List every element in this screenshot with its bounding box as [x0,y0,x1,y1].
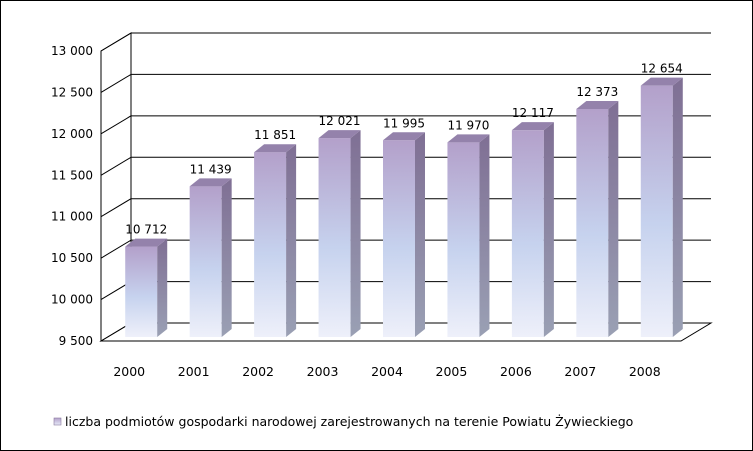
legend-label: liczba podmiotów gospodarki narodowej za… [65,414,633,429]
data-label: 11 995 [383,116,425,130]
bar: 12 373 [576,85,619,337]
x-tick-label: 2004 [371,364,403,379]
bar-side [415,132,425,337]
gridline-diagonal [100,156,132,176]
y-axis-ticks: 9 500 10 000 10 500 11 000 11 500 12 000 12 50… [51,44,93,348]
data-label: 10 712 [125,223,167,237]
bar: 12 021 [318,114,361,337]
bar-side [157,238,168,337]
y-tick-label: 12 000 [51,127,93,141]
bar-side [479,134,490,337]
bar: 12 654 [640,62,683,337]
y-tick-label: 9 500 [59,334,93,348]
bar-front [189,186,222,337]
x-axis-ticks: 2000 2001 2002 2003 2004 2005 2006 2007 2008 [113,364,660,379]
y-tick-label: 11 000 [51,210,93,224]
bar-side [543,122,554,337]
gridline-diagonal [100,115,132,135]
bar-top [383,132,425,141]
bar-front [511,130,544,337]
bar-side [672,77,683,337]
bar: 11 970 [447,118,490,337]
bar-top [125,238,168,247]
data-label: 11 851 [254,128,296,142]
legend: liczba podmiotów gospodarki narodowej za… [53,414,633,429]
y-tick-label: 13 000 [51,44,93,58]
data-label: 11 970 [447,118,489,132]
x-tick-label: 2007 [564,364,596,379]
gridline-diagonal [100,73,132,93]
bar-top [189,178,232,187]
bar-top [511,122,554,131]
bar-top [318,130,361,139]
bar-side [608,100,619,337]
data-label: 12 373 [576,85,618,99]
x-tick-label: 2005 [436,364,468,379]
x-tick-label: 2006 [500,364,532,379]
bar-top [447,134,490,143]
data-label: 12 654 [641,62,683,76]
bar-front [125,246,158,337]
bar-side [350,130,361,337]
x-tick-label: 2003 [307,364,339,379]
bar-top [640,77,683,86]
y-tick-label: 10 000 [51,293,93,307]
bar: 11 995 [383,116,425,337]
y-tick-label: 10 500 [51,251,93,265]
bar: 11 851 [254,128,297,337]
bar-front [383,140,415,337]
gridline-diagonal [100,32,132,52]
bar: 11 439 [189,162,232,337]
legend-swatch [53,417,62,426]
floor [99,322,713,342]
bar-front [576,108,609,337]
bar-front [640,85,673,337]
bar: 10 712 [125,223,168,337]
gridline-diagonal [100,198,132,218]
bar-top [576,100,619,109]
y-tick-label: 11 500 [51,168,93,182]
bar-front [254,152,287,337]
y-tick-label: 12 500 [51,85,93,99]
bar-front [318,138,351,337]
data-label: 12 117 [512,106,554,120]
bar-front [447,142,480,337]
data-label: 12 021 [319,114,361,128]
bar-side [286,144,297,337]
x-tick-label: 2008 [629,364,661,379]
data-label: 11 439 [190,162,232,176]
x-tick-label: 2002 [242,364,274,379]
gridline-diagonal [100,239,132,259]
bar: 12 117 [511,106,554,337]
x-tick-label: 2001 [178,364,210,379]
bars: 10 712 11 439 11 851 12 021 11 995 11 970 12 1… [125,62,683,337]
bar-top [254,144,297,153]
bar-side [221,178,232,337]
x-tick-label: 2000 [113,364,145,379]
